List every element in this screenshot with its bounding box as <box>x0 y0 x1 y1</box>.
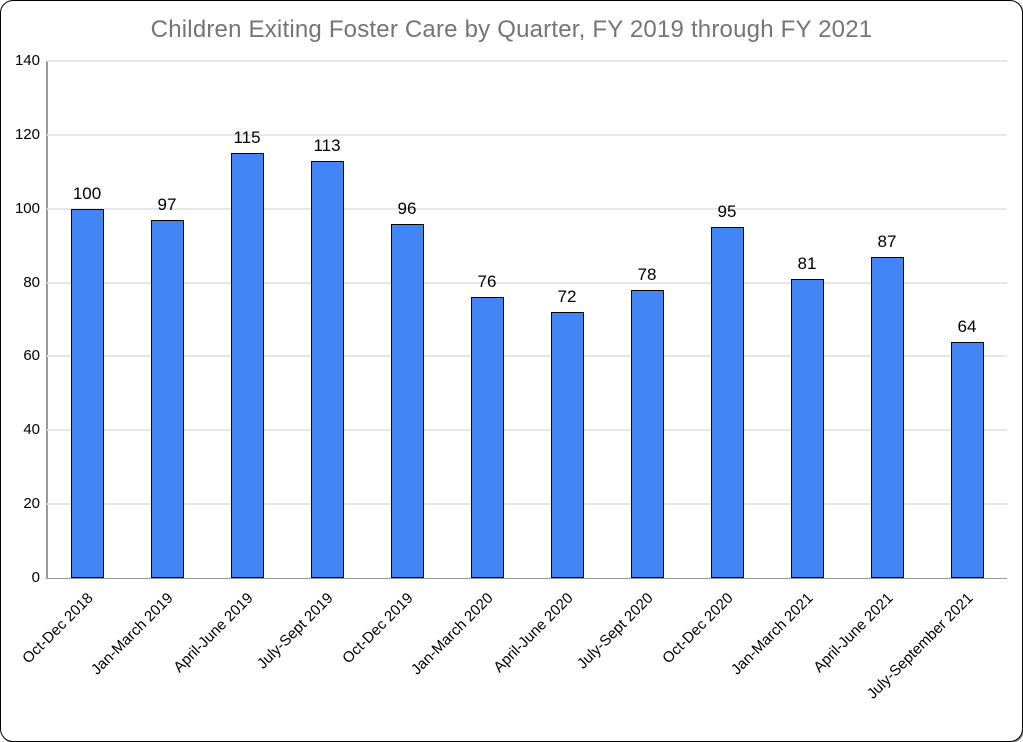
x-axis-tick-label: April-June 2020 <box>490 589 577 676</box>
bar <box>710 227 744 578</box>
bar <box>630 289 664 578</box>
x-axis-line <box>46 577 1007 579</box>
gridline <box>47 429 1007 432</box>
bar-value-label: 95 <box>717 202 737 222</box>
x-axis-tick-label: April-June 2019 <box>170 589 257 676</box>
y-axis-tick-label: 60 <box>23 347 40 365</box>
x-axis-tick-label: April-June 2021 <box>810 589 897 676</box>
bar-value-label: 76 <box>477 272 497 292</box>
y-axis-tick-label: 0 <box>31 569 40 586</box>
bar-value-label: 81 <box>797 253 817 273</box>
bar-value-label: 100 <box>72 183 102 203</box>
x-axis-tick-label: Jan-March 2019 <box>87 589 177 679</box>
bar <box>870 256 904 578</box>
chart-title: Children Exiting Foster Care by Quarter,… <box>150 16 873 43</box>
x-axis-tick-label: Oct-Dec 2020 <box>659 589 737 668</box>
y-axis-line <box>46 61 48 578</box>
bar <box>150 219 184 578</box>
gridline <box>47 281 1007 284</box>
gridline <box>47 207 1007 210</box>
bar-value-label: 87 <box>877 231 897 251</box>
y-axis-tick-label: 80 <box>23 273 40 291</box>
bar-value-label: 96 <box>397 198 417 218</box>
plot-area: 0 20 40 60 80 100 120 140 100 Oct-Dec 2018 97 Jan-M… <box>15 53 1007 702</box>
y-axis-tick-label: 100 <box>14 199 40 217</box>
y-axis-tick-label: 120 <box>14 125 40 143</box>
bar <box>70 208 104 578</box>
x-axis-tick-label: Jan-March 2021 <box>727 589 817 679</box>
gridline <box>47 503 1007 506</box>
y-axis-tick-label: 140 <box>14 52 40 69</box>
x-axis-tick-label: July-Sept 2020 <box>573 589 657 673</box>
x-axis-tick-label: July-Sept 2019 <box>253 589 337 673</box>
gridline <box>47 60 1007 62</box>
y-axis-tick-label: 20 <box>23 495 40 513</box>
bar <box>230 153 264 578</box>
gridline <box>47 355 1007 358</box>
bar <box>390 223 424 578</box>
bar-value-label: 78 <box>637 264 657 284</box>
bar <box>470 297 504 578</box>
bar-value-label: 113 <box>313 135 341 155</box>
gridline <box>47 133 1007 136</box>
x-axis-tick-label: Oct-Dec 2019 <box>339 589 417 668</box>
bar-value-label: 64 <box>957 316 977 336</box>
bar-value-label: 97 <box>157 194 177 214</box>
bar-value-label: 72 <box>557 287 577 307</box>
bar <box>550 312 584 578</box>
bar-value-label: 115 <box>233 128 261 148</box>
x-axis-tick-label: July-September 2021 <box>863 589 977 703</box>
bar <box>950 341 984 578</box>
bar <box>310 160 344 578</box>
bar <box>790 278 824 578</box>
y-axis-tick-label: 40 <box>23 421 40 439</box>
x-axis-tick-label: Jan-March 2020 <box>407 589 497 679</box>
